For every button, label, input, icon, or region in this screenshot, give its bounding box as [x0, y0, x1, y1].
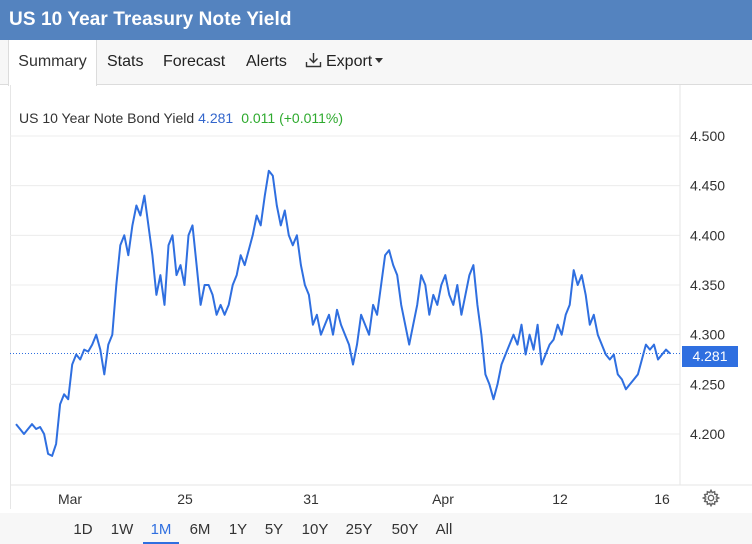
y-tick-label: 4.400 [690, 227, 725, 243]
tab-bar: Summary Stats Forecast Alerts Export [0, 40, 752, 86]
price-chart[interactable]: 4.200 4.250 4.300 4.350 4.400 4.450 4.500 Mar 2… [0, 85, 752, 513]
download-icon [305, 53, 322, 68]
y-tick-label: 4.200 [690, 426, 725, 442]
x-tick-label: Apr [432, 491, 454, 507]
tab-summary[interactable]: Summary [8, 40, 97, 86]
chevron-down-icon [375, 58, 384, 63]
range-1m-button[interactable]: 1M [143, 513, 179, 544]
instrument-name: US 10 Year Note Bond Yield [19, 110, 195, 126]
gear-icon[interactable] [702, 489, 720, 507]
quote-header: US 10 Year Note Bond Yield 4.281 0.011 (+0… [19, 110, 343, 126]
yield-series-line [15, 169, 671, 457]
tab-stats[interactable]: Stats [107, 40, 143, 85]
tab-label: Forecast [163, 53, 226, 70]
tab-label: Alerts [246, 53, 287, 70]
range-25y-button[interactable]: 25Y [345, 521, 373, 538]
tab-label: Export [326, 53, 373, 70]
range-1d-button[interactable]: 1D [73, 521, 93, 538]
tab-label: Stats [107, 53, 144, 70]
y-tick-label: 4.250 [690, 376, 725, 392]
y-tick-label: 4.350 [690, 277, 725, 293]
chart-panel [10, 85, 752, 509]
title-bar: US 10 Year Treasury Note Yield [0, 0, 752, 40]
tab-label: Summary [18, 53, 87, 70]
export-button[interactable]: Export [305, 40, 384, 85]
x-tick-label: 25 [177, 491, 193, 507]
range-1y-button[interactable]: 1Y [228, 521, 248, 538]
x-tick-label: 16 [654, 491, 670, 507]
range-5y-button[interactable]: 5Y [264, 521, 284, 538]
range-50y-button[interactable]: 50Y [391, 521, 419, 538]
page-title: US 10 Year Treasury Note Yield [9, 9, 292, 30]
tab-forecast[interactable]: Forecast [163, 40, 225, 85]
last-price-badge: 4.281 [682, 346, 738, 367]
y-tick-label: 4.450 [690, 178, 725, 194]
x-tick-label: 12 [552, 491, 568, 507]
x-tick-label: Mar [58, 491, 82, 507]
price-change: 0.011 (+0.011%) [241, 110, 344, 126]
y-tick-label: 4.300 [690, 327, 725, 343]
range-10y-button[interactable]: 10Y [301, 521, 329, 538]
range-selector: 1D 1W 1M 6M 1Y 5Y 10Y 25Y 50Y All [0, 513, 752, 544]
range-all-button[interactable]: All [435, 521, 453, 538]
tab-alerts[interactable]: Alerts [246, 40, 287, 85]
x-tick-label: 31 [303, 491, 319, 507]
y-tick-label: 4.500 [690, 128, 725, 144]
range-1w-button[interactable]: 1W [110, 521, 134, 538]
range-6m-button[interactable]: 6M [189, 521, 211, 538]
last-price: 4.281 [198, 110, 234, 126]
